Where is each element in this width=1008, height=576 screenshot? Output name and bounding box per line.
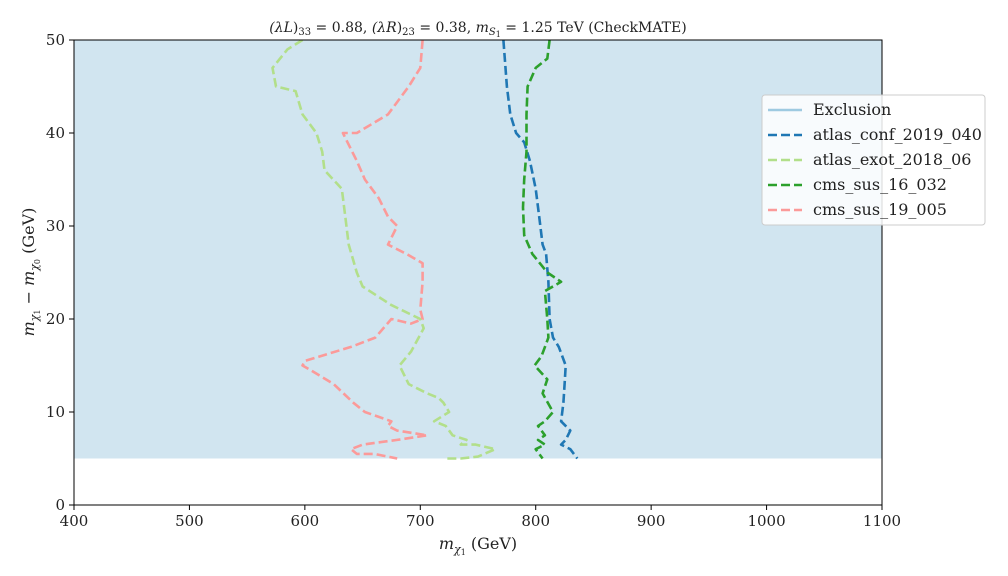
legend-box: [761, 94, 986, 226]
y-axis: 0 10 20 30 40 50: [46, 31, 74, 514]
y-tick-label: 40: [46, 124, 65, 142]
plot-frame: [73, 39, 883, 506]
x-tick-label: 1100: [863, 512, 901, 530]
y-tick-label: 20: [46, 310, 65, 328]
y-tick-label: 10: [46, 403, 65, 421]
x-tick-label: 900: [637, 512, 666, 530]
exclusion-region: [74, 40, 882, 459]
legend-label-atlas_exot_2018_06: atlas_exot_2018_06: [813, 150, 971, 169]
series-line-cms_sus_19_005: [301, 40, 429, 460]
plot-area: [73, 39, 883, 506]
legend-label-cms_sus_16_032: cms_sus_16_032: [813, 175, 947, 194]
x-axis: 400 500 600 700 800 900 1000 1100: [60, 505, 901, 530]
x-tick-label: 400: [60, 512, 89, 530]
x-tick-label: 500: [175, 512, 204, 530]
series-line-atlas_exot_2018_06: [271, 40, 497, 460]
y-axis-label: mχ1 − mχ0 (GeV): [19, 208, 42, 337]
x-tick-label: 600: [291, 512, 320, 530]
y-tick-label: 0: [55, 496, 65, 514]
legend-label-Exclusion: Exclusion: [813, 100, 891, 119]
x-tick-label: 800: [521, 512, 550, 530]
x-axis-label: mχ1 (GeV): [439, 534, 517, 557]
legend-label-atlas_conf_2019_040: atlas_conf_2019_040: [813, 125, 982, 144]
series-line-atlas_conf_2019_040: [502, 40, 579, 460]
legend: Exclusion atlas_conf_2019_040 atlas_exot_2…: [761, 94, 986, 226]
legend-label-cms_sus_19_005: cms_sus_19_005: [813, 200, 947, 219]
series-line-cms_sus_16_032: [521, 40, 563, 460]
x-tick-label: 700: [406, 512, 435, 530]
y-tick-label: 30: [46, 217, 65, 235]
x-tick-label: 1000: [747, 512, 785, 530]
chart-title: (λL)33 = 0.88, (λR)23 = 0.38, mS1 = 1.25…: [269, 20, 686, 39]
y-tick-label: 50: [46, 31, 65, 49]
